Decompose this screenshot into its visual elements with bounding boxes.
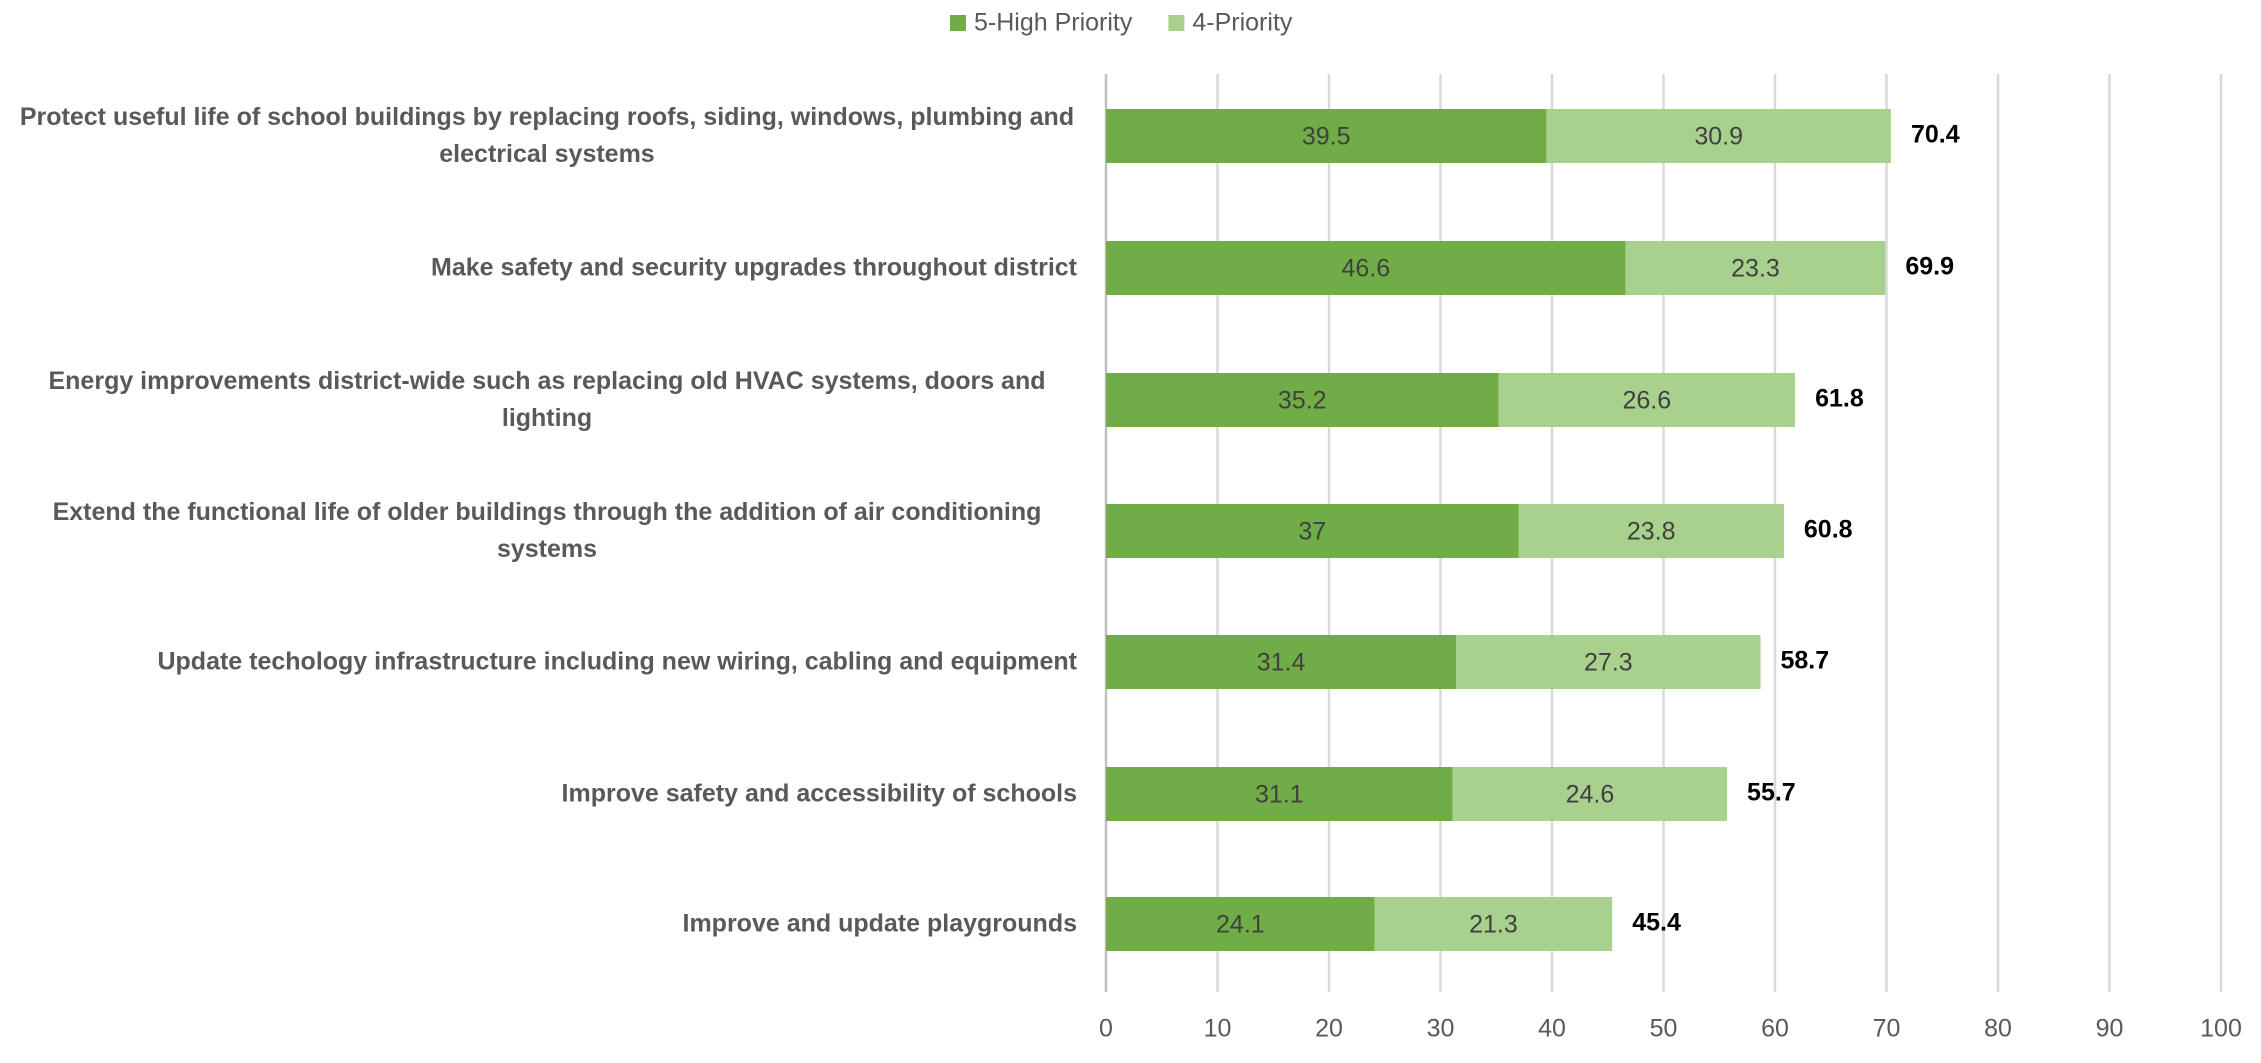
category-label: Improve and update playgrounds (682, 909, 1078, 938)
bar-segment (1546, 109, 1891, 163)
data-label: 46.6 (1341, 255, 1390, 283)
bar-segment (1106, 373, 1499, 427)
data-label: 24.1 (1216, 911, 1265, 939)
total-label: 45.4 (1632, 909, 1681, 937)
data-label: 27.3 (1584, 649, 1633, 677)
x-tick-label: 80 (1984, 1015, 2012, 1043)
x-tick-label: 100 (2200, 1015, 2242, 1043)
data-label: 23.8 (1627, 518, 1676, 546)
bar-segment (1106, 767, 1453, 821)
x-tick-label: 50 (1650, 1015, 1678, 1043)
legend-label: 4-Priority (1192, 9, 1293, 37)
category-label: Protect useful life of school buildings … (19, 103, 1075, 168)
data-label: 23.3 (1731, 255, 1780, 283)
data-label: 26.6 (1622, 387, 1671, 415)
legend-swatch (950, 15, 966, 31)
x-tick-label: 0 (1099, 1015, 1113, 1043)
x-tick-label: 70 (1873, 1015, 1901, 1043)
bar-segment (1106, 504, 1519, 558)
bar-segment (1625, 241, 1886, 295)
x-tick-label: 40 (1538, 1015, 1566, 1043)
total-label: 70.4 (1911, 121, 1960, 149)
bar-segment (1518, 504, 1784, 558)
total-label: 61.8 (1815, 385, 1864, 413)
category-label: Update techology infrastructure includin… (157, 647, 1077, 676)
category-label: Energy improvements district-wide such a… (48, 367, 1046, 432)
total-label: 58.7 (1781, 647, 1830, 675)
bar-segment (1498, 373, 1796, 427)
bar-segment (1106, 897, 1375, 951)
category-label: Extend the functional life of older buil… (52, 498, 1042, 563)
data-label: 31.1 (1255, 781, 1304, 809)
total-label: 69.9 (1905, 253, 1954, 281)
data-label: 31.4 (1257, 649, 1306, 677)
bar-segment (1106, 109, 1547, 163)
bar-segment (1106, 241, 1626, 295)
data-label: 30.9 (1694, 123, 1743, 151)
bar-segment (1374, 897, 1613, 951)
legend-label: 5-High Priority (974, 9, 1133, 37)
data-label: 35.2 (1278, 387, 1327, 415)
data-label: 37 (1298, 518, 1326, 546)
total-label: 55.7 (1747, 779, 1796, 807)
total-label: 60.8 (1804, 516, 1853, 544)
category-label: Make safety and security upgrades throug… (431, 253, 1077, 282)
data-label: 21.3 (1469, 911, 1518, 939)
x-tick-label: 60 (1761, 1015, 1789, 1043)
data-label: 24.6 (1566, 781, 1615, 809)
category-label: Improve safety and accessibility of scho… (561, 779, 1077, 808)
x-tick-label: 90 (2096, 1015, 2124, 1043)
data-label: 39.5 (1302, 123, 1351, 151)
legend-swatch (1168, 15, 1185, 31)
bar-segment (1452, 767, 1728, 821)
x-tick-label: 10 (1204, 1015, 1232, 1043)
bar-segment (1456, 635, 1761, 689)
x-tick-label: 30 (1427, 1015, 1455, 1043)
bar-segment (1106, 635, 1457, 689)
x-tick-label: 20 (1315, 1015, 1343, 1043)
